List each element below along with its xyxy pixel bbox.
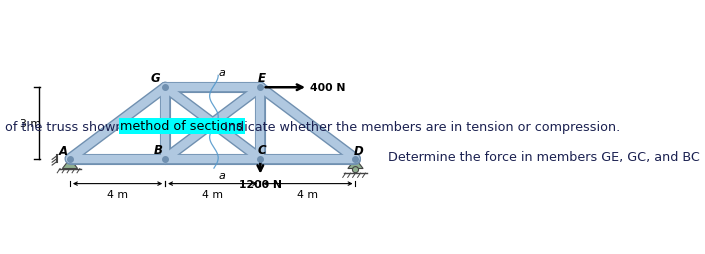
Text: a: a: [219, 67, 226, 77]
Text: E: E: [258, 72, 266, 85]
Text: . Indicate whether the members are in tension or compression.: . Indicate whether the members are in te…: [216, 120, 620, 133]
Text: C: C: [258, 143, 266, 156]
Text: 1200 N: 1200 N: [239, 179, 282, 189]
Polygon shape: [348, 159, 363, 169]
Text: 400 N: 400 N: [310, 83, 345, 93]
Text: 4 m: 4 m: [298, 189, 319, 199]
Text: B: B: [154, 143, 163, 156]
Text: G: G: [151, 72, 161, 85]
Text: 4 m: 4 m: [202, 189, 223, 199]
Text: method of sections: method of sections: [121, 120, 243, 133]
Text: a: a: [219, 170, 226, 180]
Text: 4 m: 4 m: [107, 189, 128, 199]
Text: of the truss shown by: of the truss shown by: [5, 120, 147, 133]
Text: Determine the force in members GE, GC, and BC: Determine the force in members GE, GC, a…: [388, 150, 700, 163]
Text: A: A: [59, 144, 68, 157]
Text: 3 m: 3 m: [20, 118, 41, 129]
Polygon shape: [62, 159, 78, 169]
Text: D: D: [354, 145, 364, 158]
Circle shape: [352, 167, 359, 173]
